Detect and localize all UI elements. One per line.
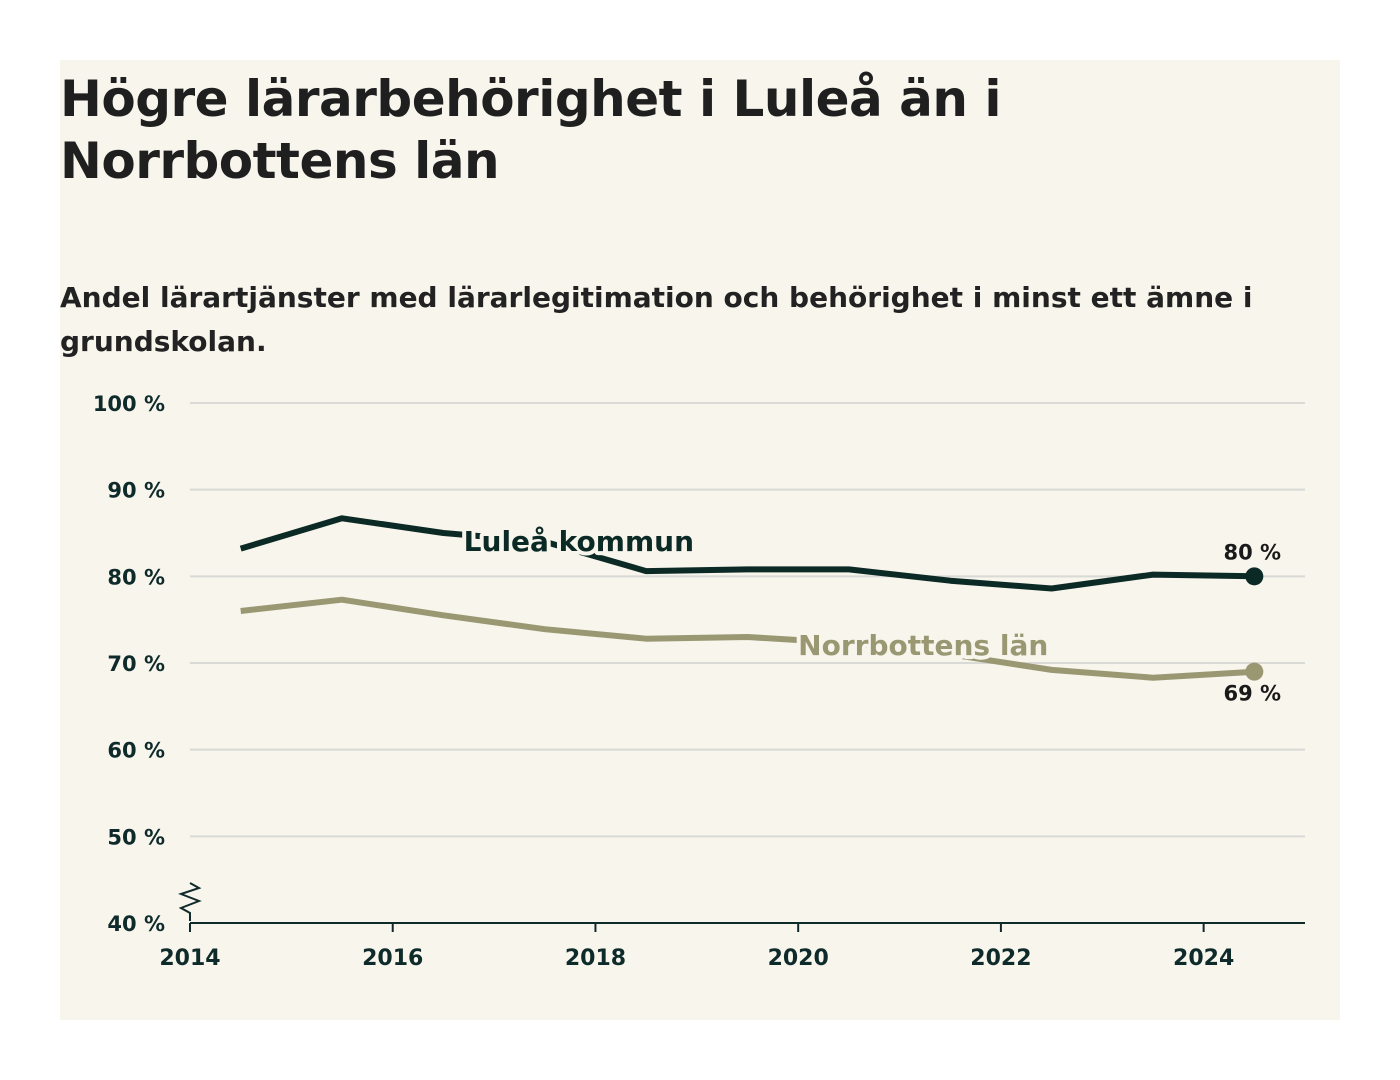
series-line-norrbotten <box>240 596 1255 681</box>
x-tick-label: 2024 <box>1173 946 1234 971</box>
y-tick-label: 100 % <box>93 392 165 416</box>
series-end-marker <box>1245 567 1264 586</box>
series-label-norrbotten: Norrbottens län <box>798 629 1048 662</box>
x-tick-label: 2016 <box>362 946 423 971</box>
chart-subtitle: Andel lärartjänster med lärarlegitimatio… <box>60 281 1253 358</box>
end-value-label-norrbotten: 69 % <box>1224 682 1282 706</box>
chart-title: Högre lärarbehörighet i Luleå än i Norrb… <box>60 70 1002 190</box>
line-chart: 100 % 90 % 80 % 70 % 60 % 50 % 40 % 2014 2016 201… <box>93 392 1305 971</box>
series-line-lulea <box>239 515 1255 592</box>
y-tick-label: 60 % <box>107 739 165 763</box>
series-label-lulea: Luleå kommun <box>464 525 694 558</box>
end-value-label-lulea: 80 % <box>1224 540 1282 564</box>
y-tick-label: 80 % <box>107 565 165 589</box>
x-tick-label: 2020 <box>768 946 829 971</box>
series-end-marker <box>1245 662 1264 681</box>
axis-break-icon <box>178 882 202 921</box>
y-tick-label: 40 % <box>107 912 165 936</box>
y-tick-label: 90 % <box>107 479 165 503</box>
x-tick-label: 2022 <box>970 946 1031 971</box>
x-tick-label: 2018 <box>565 946 626 971</box>
y-tick-label: 50 % <box>107 825 165 849</box>
y-tick-label: 70 % <box>107 652 165 676</box>
x-tick-label: 2014 <box>159 946 220 971</box>
